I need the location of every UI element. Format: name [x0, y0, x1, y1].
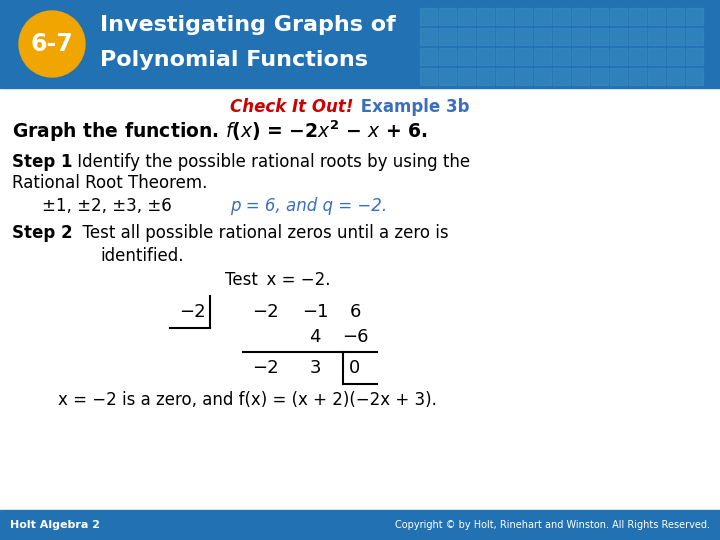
Bar — [439, 48, 456, 65]
Bar — [458, 68, 475, 85]
Bar — [458, 8, 475, 25]
Text: Step 1: Step 1 — [12, 153, 73, 171]
Text: Example 3b: Example 3b — [355, 98, 469, 116]
Ellipse shape — [19, 11, 85, 77]
Bar — [534, 28, 551, 45]
Text: 6: 6 — [349, 303, 361, 321]
Bar — [458, 48, 475, 65]
Bar — [610, 8, 627, 25]
Text: 4: 4 — [310, 328, 320, 346]
Bar — [686, 28, 703, 45]
Bar — [686, 68, 703, 85]
Text: p = 6, and q = −2.: p = 6, and q = −2. — [230, 197, 387, 215]
Text: Identify the possible rational roots by using the: Identify the possible rational roots by … — [72, 153, 470, 171]
Text: −2: −2 — [252, 359, 279, 377]
Text: Copyright © by Holt, Rinehart and Winston. All Rights Reserved.: Copyright © by Holt, Rinehart and Winsto… — [395, 520, 710, 530]
Bar — [629, 28, 646, 45]
Bar — [610, 68, 627, 85]
Text: Rational Root Theorem.: Rational Root Theorem. — [12, 174, 207, 192]
Bar — [610, 48, 627, 65]
Bar — [667, 68, 684, 85]
Bar — [439, 8, 456, 25]
Text: ±1, ±2, ±3, ±6: ±1, ±2, ±3, ±6 — [42, 197, 172, 215]
Bar — [477, 48, 494, 65]
Bar — [420, 68, 437, 85]
Bar — [572, 8, 589, 25]
Bar — [629, 48, 646, 65]
Text: −6: −6 — [342, 328, 368, 346]
Text: −2: −2 — [179, 303, 205, 321]
Bar — [477, 68, 494, 85]
Bar — [0, 0, 720, 88]
Text: Investigating Graphs of: Investigating Graphs of — [100, 15, 396, 35]
Bar — [553, 48, 570, 65]
Bar — [534, 8, 551, 25]
Bar — [534, 48, 551, 65]
Text: 3: 3 — [310, 359, 320, 377]
Text: Holt Algebra 2: Holt Algebra 2 — [10, 520, 100, 530]
Bar — [591, 28, 608, 45]
Bar — [572, 28, 589, 45]
Bar — [439, 28, 456, 45]
Bar — [496, 48, 513, 65]
Bar — [515, 8, 532, 25]
Text: Step 2: Step 2 — [12, 224, 73, 242]
Bar — [572, 68, 589, 85]
Bar — [496, 28, 513, 45]
Text: identified.: identified. — [100, 247, 184, 265]
Text: −2: −2 — [252, 303, 279, 321]
Bar — [496, 68, 513, 85]
Text: Polynomial Functions: Polynomial Functions — [100, 50, 368, 70]
Bar — [610, 28, 627, 45]
Bar — [648, 48, 665, 65]
Text: Test all possible rational zeros until a zero is: Test all possible rational zeros until a… — [72, 224, 449, 242]
Bar — [667, 28, 684, 45]
Bar — [667, 8, 684, 25]
Bar — [553, 8, 570, 25]
Bar — [477, 8, 494, 25]
Bar — [629, 8, 646, 25]
Bar — [591, 8, 608, 25]
Text: Test  x = −2.: Test x = −2. — [225, 271, 330, 289]
Bar — [0, 510, 720, 540]
Text: Graph the function. $\mathbf{\mathit{f}}$($\mathbf{\mathit{x}}$) = $\mathbf{-}$2: Graph the function. $\mathbf{\mathit{f}}… — [12, 118, 428, 144]
Text: −1: −1 — [302, 303, 328, 321]
Bar — [572, 48, 589, 65]
Bar — [420, 48, 437, 65]
Bar — [420, 28, 437, 45]
Bar — [629, 68, 646, 85]
Bar — [496, 8, 513, 25]
Bar — [439, 68, 456, 85]
Bar — [648, 8, 665, 25]
Bar — [515, 28, 532, 45]
Bar — [591, 68, 608, 85]
Bar — [420, 8, 437, 25]
Text: 0: 0 — [349, 359, 361, 377]
Text: 6-7: 6-7 — [31, 32, 73, 56]
Bar — [667, 48, 684, 65]
Bar — [686, 8, 703, 25]
Text: x = −2 is a zero, and f(x) = (x + 2)(−2x + 3).: x = −2 is a zero, and f(x) = (x + 2)(−2x… — [58, 391, 437, 409]
Text: Check It Out!: Check It Out! — [230, 98, 354, 116]
Bar — [553, 28, 570, 45]
Bar — [515, 68, 532, 85]
Bar — [648, 68, 665, 85]
Bar — [686, 48, 703, 65]
Bar — [534, 68, 551, 85]
Bar — [591, 48, 608, 65]
Bar — [515, 48, 532, 65]
Bar — [458, 28, 475, 45]
Bar — [553, 68, 570, 85]
Bar — [477, 28, 494, 45]
Bar — [648, 28, 665, 45]
